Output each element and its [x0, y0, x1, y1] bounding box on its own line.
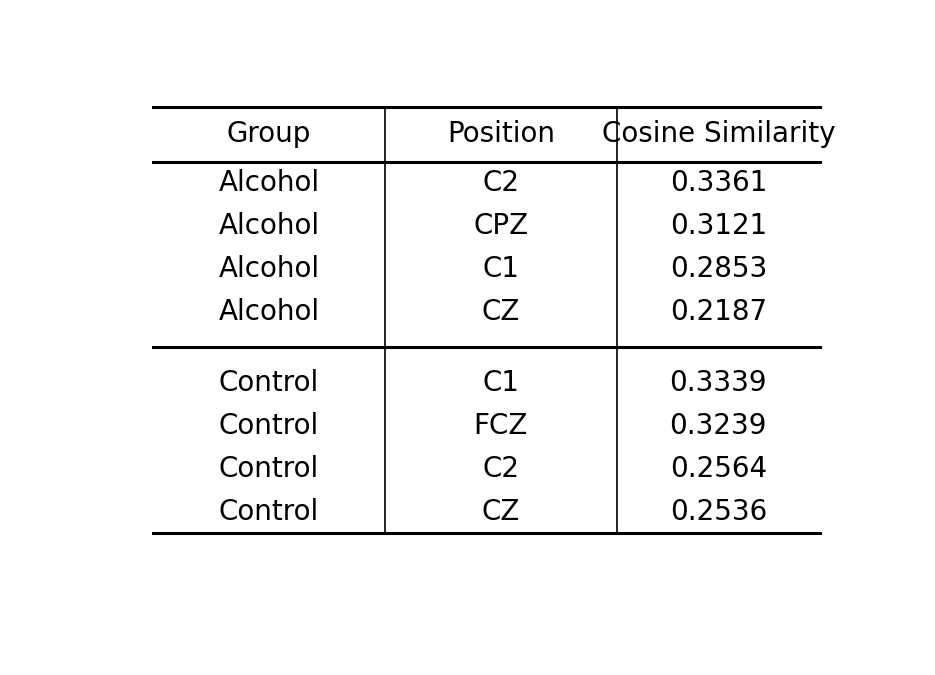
Text: Control: Control [219, 412, 319, 440]
Text: 0.3339: 0.3339 [669, 369, 767, 397]
Text: Position: Position [447, 120, 555, 148]
Text: Group: Group [227, 120, 311, 148]
Text: Alcohol: Alcohol [219, 169, 320, 197]
Text: 0.2564: 0.2564 [669, 455, 767, 483]
Text: Control: Control [219, 455, 319, 483]
Text: CPZ: CPZ [473, 212, 528, 240]
Text: C1: C1 [482, 369, 520, 397]
Text: Alcohol: Alcohol [219, 212, 320, 240]
Text: Alcohol: Alcohol [219, 298, 320, 325]
Text: C2: C2 [482, 169, 520, 197]
Text: CZ: CZ [482, 497, 520, 526]
Text: 0.2187: 0.2187 [669, 298, 767, 325]
Text: Cosine Similarity: Cosine Similarity [601, 120, 835, 148]
Text: Control: Control [219, 497, 319, 526]
Text: Alcohol: Alcohol [219, 254, 320, 283]
Text: C2: C2 [482, 455, 520, 483]
Text: FCZ: FCZ [474, 412, 528, 440]
Text: Control: Control [219, 369, 319, 397]
Text: C1: C1 [482, 254, 520, 283]
Text: 0.2536: 0.2536 [669, 497, 767, 526]
Text: 0.3121: 0.3121 [669, 212, 767, 240]
Text: 0.3239: 0.3239 [669, 412, 767, 440]
Text: 0.2853: 0.2853 [669, 254, 767, 283]
Text: CZ: CZ [482, 298, 520, 325]
Text: 0.3361: 0.3361 [669, 169, 767, 197]
